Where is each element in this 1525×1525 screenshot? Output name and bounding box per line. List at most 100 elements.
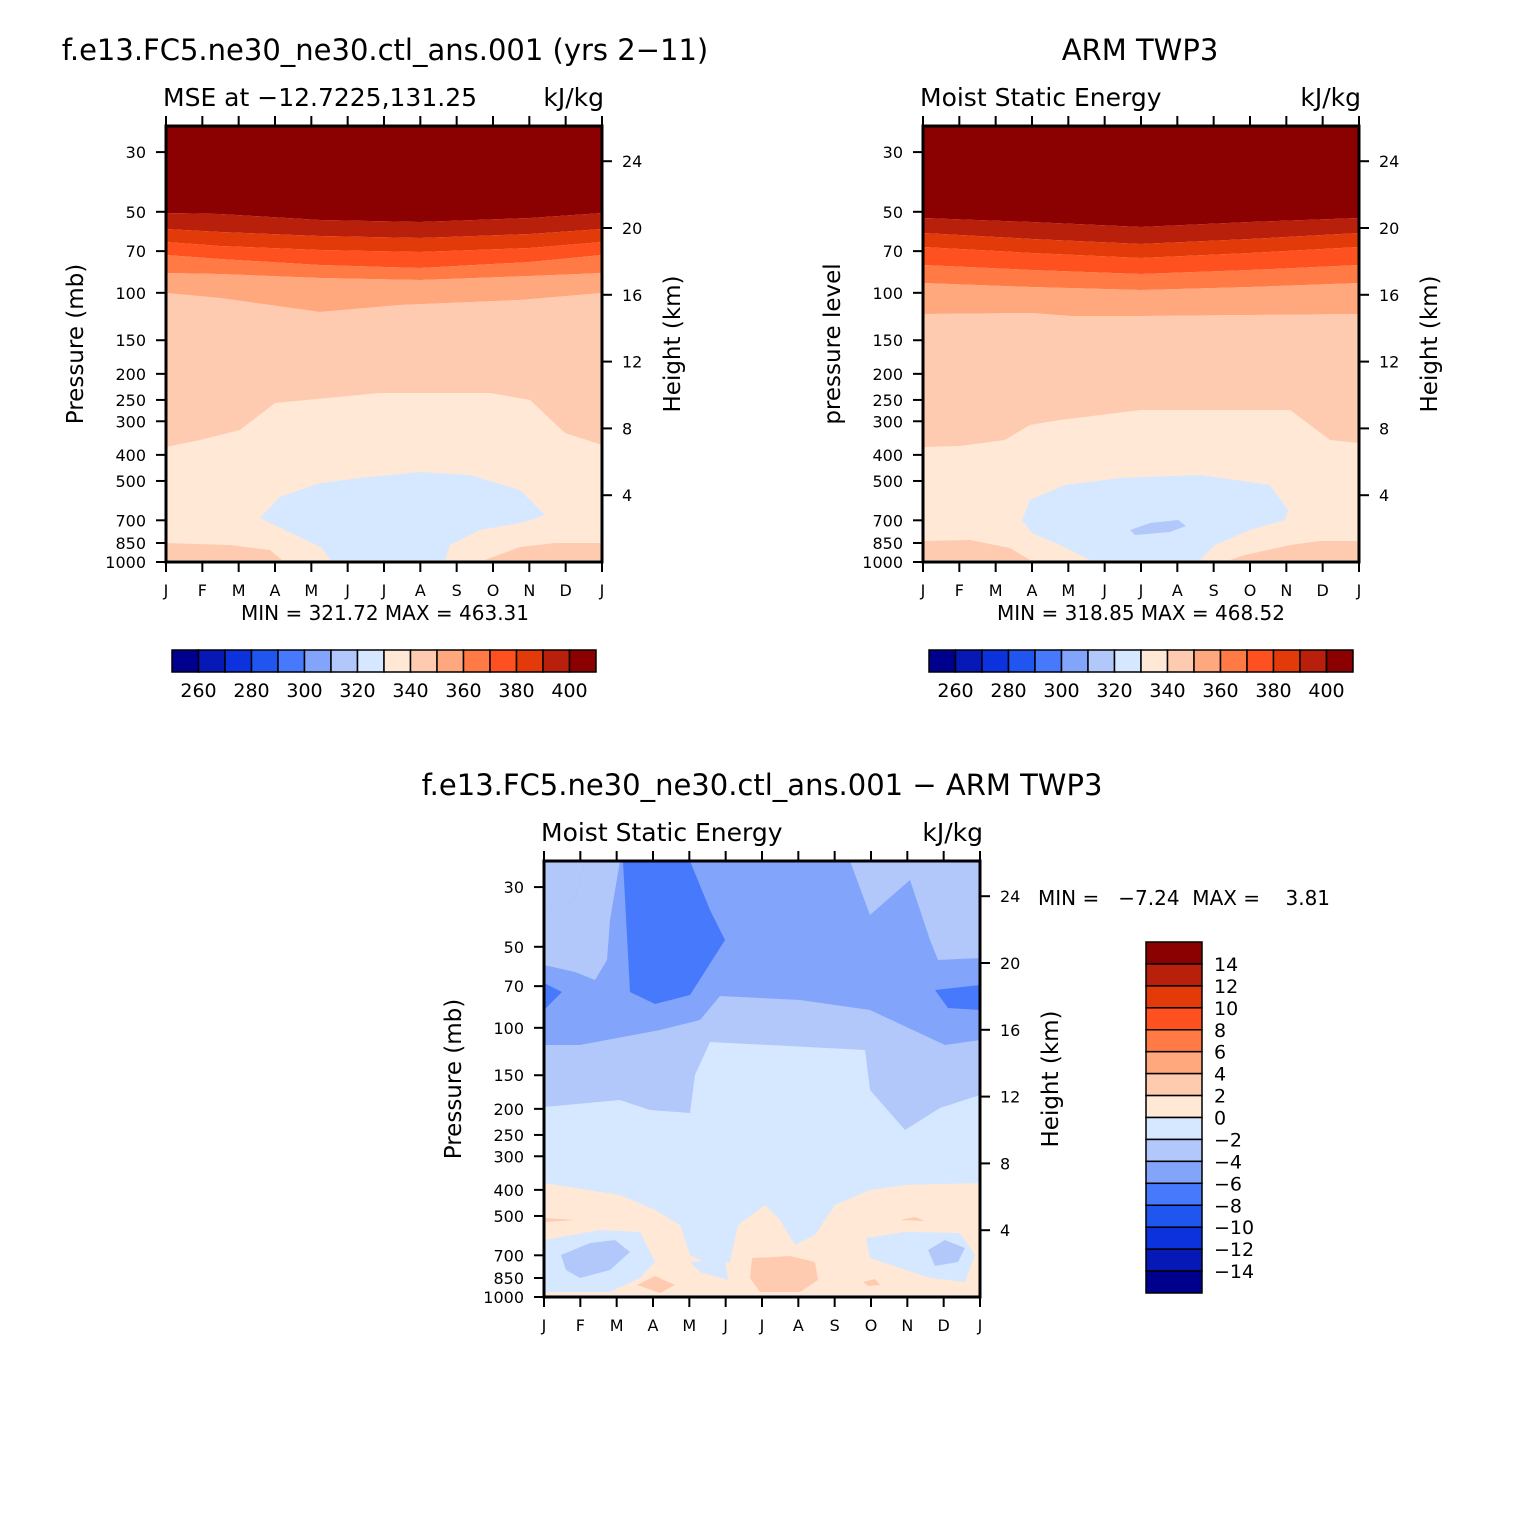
panel-diff-ylabel: Pressure (mb) xyxy=(441,999,467,1159)
panel-model-fill-390 xyxy=(166,213,602,238)
colorbar-swatch xyxy=(1140,649,1169,673)
colorbar-swatch xyxy=(928,649,957,673)
colorbar-swatch xyxy=(1145,1160,1203,1185)
panel-model-units: kJ/kg xyxy=(543,83,604,112)
panel-obs-fill-320 xyxy=(1022,475,1288,560)
colorbar-label: 6 xyxy=(1214,1042,1226,1064)
y-tick-label: 300 xyxy=(493,1147,524,1166)
colorbar-swatch xyxy=(171,649,200,673)
height-tick-label: 20 xyxy=(622,219,642,238)
panel-obs-fill-340 xyxy=(923,313,1359,447)
colorbar-swatch xyxy=(462,649,491,673)
x-tick-label: J xyxy=(541,1316,547,1335)
y-tick-label: 30 xyxy=(504,878,524,897)
panel-model-fill-320 xyxy=(260,472,545,560)
y-tick-label: 200 xyxy=(493,1100,524,1119)
panel-diff-fill-plus4-left xyxy=(637,1276,675,1293)
colorbar-swatch xyxy=(383,649,412,673)
colorbar-swatch xyxy=(1113,649,1142,673)
x-tick-label: M xyxy=(304,581,318,600)
colorbar-label: 4 xyxy=(1214,1064,1226,1086)
y-tick-label: 700 xyxy=(872,511,903,530)
panel-obs-fill-390 xyxy=(923,218,1359,244)
colorbar-swatch xyxy=(1034,649,1063,673)
y-tick-label: 1000 xyxy=(862,553,903,572)
colorbar-label: −4 xyxy=(1214,1151,1242,1173)
panel-model-title: f.e13.FC5.ne30_ne30.ctl_ans.001 (yrs 2−1… xyxy=(62,33,708,67)
colorbar-label: 2 xyxy=(1214,1086,1226,1108)
colorbar-label: 8 xyxy=(1214,1020,1226,1042)
colorbar-swatch xyxy=(1145,985,1203,1009)
colorbar-swatch xyxy=(1145,1007,1203,1031)
y-tick-label: 50 xyxy=(883,203,903,222)
panel-obs-colorbar: 260 280 300 320 340 360 380 400 xyxy=(928,649,1354,702)
x-tick-label: A xyxy=(1172,581,1183,600)
colorbar-swatch xyxy=(224,649,253,673)
x-tick-label: J xyxy=(1138,581,1144,600)
panel-obs-axes: J F M A M J J A S O N D J 30 50 70 100 150 200 250 300 400 500… xyxy=(862,116,1399,600)
y-tick-label: 150 xyxy=(872,331,903,350)
panel-model-ylabel-right: Height (km) xyxy=(660,275,686,412)
y-tick-label: 150 xyxy=(493,1066,524,1085)
panel-diff-ylabel-right: Height (km) xyxy=(1038,1010,1064,1147)
panel-obs-fill-340-low-right xyxy=(1230,541,1359,560)
colorbar-swatch xyxy=(277,649,306,673)
x-tick-label: J xyxy=(759,1316,765,1335)
colorbar-swatch xyxy=(1325,649,1354,673)
x-tick-label: A xyxy=(270,581,281,600)
colorbar-label: −2 xyxy=(1214,1129,1242,1151)
x-tick-label: M xyxy=(989,581,1003,600)
x-tick-label: M xyxy=(610,1316,624,1335)
colorbar-label: 260 xyxy=(180,680,216,702)
colorbar-label: −10 xyxy=(1214,1217,1254,1239)
colorbar-label: 360 xyxy=(445,680,481,702)
x-tick-label: O xyxy=(487,581,500,600)
colorbar-swatch xyxy=(1166,649,1195,673)
colorbar-swatch xyxy=(1299,649,1328,673)
colorbar-label: 320 xyxy=(1096,680,1132,702)
y-tick-label: 500 xyxy=(493,1207,524,1226)
colorbar-label: 400 xyxy=(1308,680,1344,702)
height-tick-label: 8 xyxy=(622,419,632,438)
panel-diff-fill-minus6-mid-left xyxy=(544,861,620,980)
panel-obs-plot: J F M A M J J A S O N D J 30 50 70 100 150 200 250 300 400 500… xyxy=(862,116,1399,600)
colorbar-swatch xyxy=(303,649,332,673)
y-tick-label: 50 xyxy=(504,938,524,957)
colorbar-swatch xyxy=(1145,1116,1203,1141)
panel-obs-fill-340-low-left xyxy=(923,540,1030,560)
panel-diff-axes: J F M A M J J A S O N D J 30 50 70 100 150 200 250 300 400 500… xyxy=(483,851,1020,1335)
panel-model-fill-340-low-left xyxy=(166,543,282,560)
colorbar-swatch xyxy=(568,649,597,673)
panel-obs-ylabel: pressure level xyxy=(820,263,846,424)
panel-model-fill-350 xyxy=(166,273,602,312)
colorbar-swatch xyxy=(1145,1138,1203,1163)
panel-diff-units: kJ/kg xyxy=(922,818,983,847)
x-tick-label: N xyxy=(901,1316,913,1335)
panel-diff-fill-minus8-right xyxy=(935,985,980,1010)
panel-model-fill-400 xyxy=(166,126,602,222)
colorbar-swatch xyxy=(1145,1182,1203,1206)
x-tick-label: F xyxy=(198,581,207,600)
panel-model: f.e13.FC5.ne30_ne30.ctl_ans.001 (yrs 2−1… xyxy=(62,33,708,702)
panel-diff-fill-minus2-inner-right xyxy=(928,1240,965,1266)
panel-model-minmax: MIN = 321.72 MAX = 463.31 xyxy=(241,601,529,625)
height-tick-label: 20 xyxy=(1000,954,1020,973)
colorbar-swatch xyxy=(1145,1029,1203,1053)
height-tick-label: 8 xyxy=(1000,1154,1010,1173)
panel-obs-minmax: MIN = 318.85 MAX = 468.52 xyxy=(997,601,1285,625)
panel-obs-ylabel-right: Height (km) xyxy=(1417,275,1443,412)
panel-model-ylabel: Pressure (mb) xyxy=(63,264,89,424)
y-tick-label: 500 xyxy=(115,472,146,491)
x-tick-label: J xyxy=(920,581,926,600)
panel-diff-fill-plus2 xyxy=(544,1183,980,1295)
colorbar-swatch xyxy=(954,649,983,673)
height-tick-label: 16 xyxy=(1379,286,1399,305)
colorbar-label: 340 xyxy=(1149,680,1185,702)
colorbar-swatch xyxy=(981,649,1010,673)
y-tick-label: 700 xyxy=(493,1246,524,1265)
panel-diff-fill-zero-mid xyxy=(690,1260,728,1280)
colorbar-label: 340 xyxy=(392,680,428,702)
x-tick-label: A xyxy=(415,581,426,600)
colorbar-swatch xyxy=(1145,1226,1203,1250)
colorbar-swatch xyxy=(1145,1050,1203,1075)
